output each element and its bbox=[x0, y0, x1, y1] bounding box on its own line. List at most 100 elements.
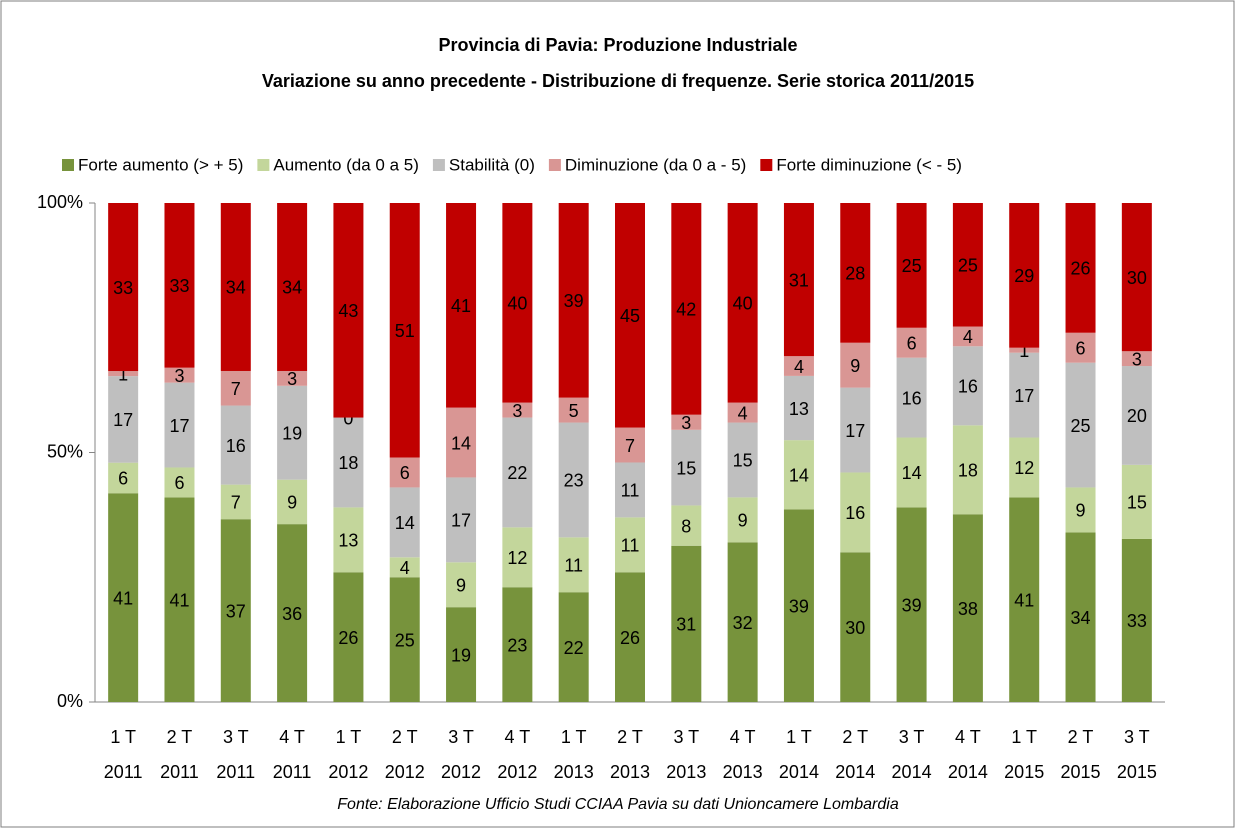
x-tick-line: 4 T bbox=[955, 727, 981, 747]
data-label: 17 bbox=[113, 410, 133, 430]
data-label: 37 bbox=[226, 601, 246, 621]
data-label: 17 bbox=[1014, 386, 1034, 406]
bar-segment bbox=[333, 572, 364, 702]
bar-segment bbox=[333, 203, 364, 418]
x-tick-label: 1 T 2015 bbox=[1004, 727, 1044, 782]
data-label: 15 bbox=[676, 458, 696, 478]
x-tick-line: 2 T bbox=[842, 727, 868, 747]
bar-segment bbox=[1121, 203, 1152, 352]
data-label: 41 bbox=[113, 588, 133, 608]
x-tick-label: 2 T 2014 bbox=[835, 727, 875, 782]
bar-segment bbox=[1121, 538, 1152, 702]
bar-segment bbox=[220, 405, 251, 485]
x-tick-line: 2012 bbox=[385, 762, 425, 782]
data-label: 16 bbox=[845, 503, 865, 523]
data-label: 5 bbox=[569, 401, 579, 421]
data-label: 26 bbox=[620, 628, 640, 648]
data-label: 13 bbox=[338, 531, 358, 551]
x-tick-line: 2014 bbox=[892, 762, 932, 782]
bar-segment bbox=[164, 382, 195, 468]
x-tick-line: 2015 bbox=[1004, 762, 1044, 782]
data-label: 25 bbox=[958, 256, 978, 276]
bar-segment bbox=[220, 484, 251, 520]
data-label: 4 bbox=[794, 357, 804, 377]
data-label: 22 bbox=[507, 463, 527, 483]
x-tick-line: 2013 bbox=[610, 762, 650, 782]
bar-segment bbox=[1065, 203, 1096, 333]
data-label: 3 bbox=[287, 369, 297, 389]
data-label: 14 bbox=[902, 463, 922, 483]
data-label: 34 bbox=[226, 278, 246, 298]
x-tick-label: 4 T 2013 bbox=[723, 727, 763, 782]
x-tick-line: 3 T bbox=[673, 727, 699, 747]
bar-segment bbox=[164, 467, 195, 498]
bar-segment bbox=[1009, 437, 1040, 498]
data-label: 3 bbox=[174, 366, 184, 386]
x-tick-label: 3 T 2012 bbox=[441, 727, 481, 782]
bar-segment bbox=[1121, 464, 1152, 539]
bar-segment bbox=[783, 203, 814, 357]
data-label: 11 bbox=[564, 556, 583, 576]
data-label: 23 bbox=[507, 635, 527, 655]
data-label: 25 bbox=[902, 256, 922, 276]
bar-segment bbox=[164, 203, 195, 368]
bar-segment bbox=[1065, 362, 1096, 488]
bar-segment bbox=[558, 422, 589, 538]
data-label: 39 bbox=[789, 596, 809, 616]
data-label: 6 bbox=[400, 463, 410, 483]
bar-segment bbox=[446, 203, 477, 408]
bar-segment bbox=[671, 203, 702, 415]
x-tick-label: 3 T 2011 bbox=[216, 727, 255, 782]
x-tick-label: 3 T 2014 bbox=[892, 727, 932, 782]
x-tick-line: 2015 bbox=[1061, 762, 1101, 782]
bar-segment bbox=[558, 203, 589, 398]
data-label: 14 bbox=[451, 433, 471, 453]
data-label: 17 bbox=[845, 421, 865, 441]
bar-segment bbox=[389, 487, 420, 558]
x-tick-line: 2 T bbox=[1068, 727, 1094, 747]
bar-segment bbox=[1121, 351, 1152, 367]
bar-segment bbox=[108, 371, 139, 377]
x-tick-line: 2014 bbox=[779, 762, 819, 782]
bar-segment bbox=[277, 385, 308, 480]
bar-segment bbox=[671, 429, 702, 506]
bar-segment bbox=[727, 497, 758, 543]
x-tick-label: 2 T 2011 bbox=[160, 727, 199, 782]
data-label: 12 bbox=[507, 548, 527, 568]
x-tick-line: 4 T bbox=[505, 727, 531, 747]
data-label: 26 bbox=[338, 628, 358, 648]
data-label: 16 bbox=[958, 377, 978, 397]
x-tick-label: 2 T 2013 bbox=[610, 727, 650, 782]
data-label: 6 bbox=[907, 333, 917, 353]
bar-segment bbox=[952, 514, 983, 702]
x-tick-line: 2011 bbox=[160, 762, 199, 782]
data-label: 18 bbox=[958, 461, 978, 481]
bar-segment bbox=[389, 557, 420, 578]
data-label: 39 bbox=[564, 291, 584, 311]
data-label: 39 bbox=[902, 595, 922, 615]
bar-segment bbox=[277, 479, 308, 525]
x-tick-line: 2 T bbox=[617, 727, 643, 747]
data-label: 8 bbox=[681, 516, 691, 536]
data-label: 3 bbox=[512, 401, 522, 421]
legend-swatch bbox=[432, 159, 445, 171]
bar-segment bbox=[333, 507, 364, 573]
data-label: 33 bbox=[113, 278, 133, 298]
x-tick-label: 1 T 2011 bbox=[104, 727, 143, 782]
x-tick-line: 2012 bbox=[497, 762, 537, 782]
x-tick-line: 1 T bbox=[336, 727, 362, 747]
data-label: 20 bbox=[1127, 406, 1147, 426]
legend-label: Forte diminuzione (< - 5) bbox=[776, 155, 962, 174]
data-label: 7 bbox=[231, 493, 241, 513]
bar-segment bbox=[1009, 352, 1040, 438]
bar-segment bbox=[108, 493, 139, 702]
data-label: 17 bbox=[451, 511, 471, 531]
bar-segment bbox=[220, 519, 251, 702]
bar-segment bbox=[727, 542, 758, 702]
data-label: 0 bbox=[343, 408, 353, 428]
data-label: 30 bbox=[845, 618, 865, 638]
bar-segment bbox=[840, 387, 871, 473]
bar-segment bbox=[277, 203, 308, 371]
data-label: 14 bbox=[789, 465, 809, 485]
